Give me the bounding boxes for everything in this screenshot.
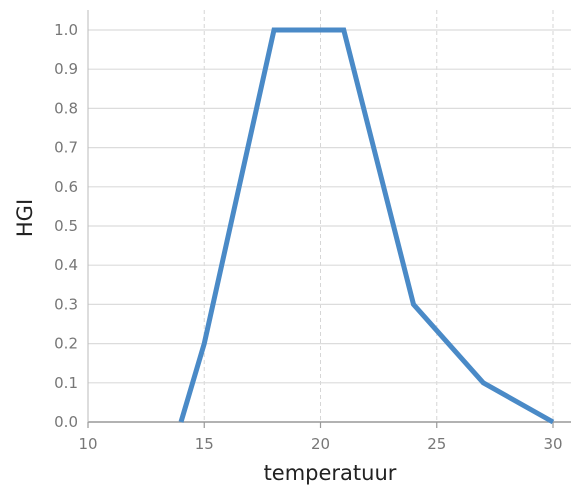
x-axis-label: temperatuur <box>264 461 397 485</box>
y-axis-label: HGI <box>13 199 37 237</box>
y-tick-label: 0.5 <box>54 217 78 235</box>
x-tick-marks <box>87 422 554 428</box>
y-tick-label: 0.8 <box>54 99 78 117</box>
grid-vertical-lines <box>87 10 554 422</box>
x-tick-labels: 10 15 20 25 30 <box>78 435 562 453</box>
y-tick-label: 1.0 <box>54 21 78 39</box>
y-tick-label: 0.6 <box>54 178 78 196</box>
y-tick-labels: 0.0 0.1 0.2 0.3 0.4 0.5 0.6 0.7 0.8 0.9 1.0 <box>54 21 78 431</box>
series-line <box>178 27 555 425</box>
y-tick-label: 0.0 <box>54 413 78 431</box>
x-tick-label: 20 <box>311 435 330 453</box>
y-tick-label: 0.3 <box>54 295 78 313</box>
x-tick-label: 25 <box>427 435 446 453</box>
y-tick-label: 0.2 <box>54 335 78 353</box>
x-tick-label: 10 <box>78 435 97 453</box>
series-group <box>178 27 555 425</box>
y-tick-label: 0.1 <box>54 374 78 392</box>
y-tick-label: 0.4 <box>54 256 78 274</box>
x-tick-label: 30 <box>543 435 562 453</box>
grid-horizontal-lines <box>88 29 571 384</box>
y-tick-label: 0.9 <box>54 60 78 78</box>
y-tick-label: 0.7 <box>54 139 78 157</box>
x-tick-label: 15 <box>195 435 214 453</box>
